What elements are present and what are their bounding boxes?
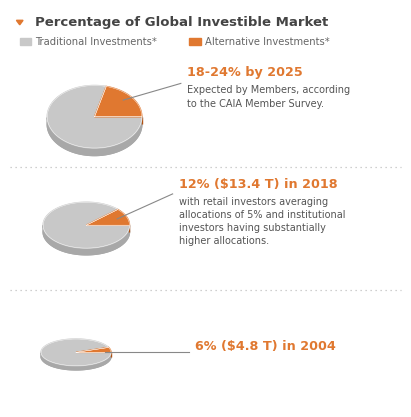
Polygon shape [95, 86, 142, 117]
Bar [20, 38, 31, 45]
Polygon shape [76, 347, 111, 352]
Text: 18-24% by 2025: 18-24% by 2025 [187, 66, 303, 80]
Text: 12% ($13.4 T) in 2018: 12% ($13.4 T) in 2018 [179, 178, 337, 191]
Bar [189, 38, 201, 45]
Text: with retail investors averaging
allocations of 5% and institutional
investors ha: with retail investors averaging allocati… [179, 197, 345, 246]
Polygon shape [86, 209, 129, 225]
Polygon shape [47, 85, 142, 148]
Polygon shape [41, 343, 111, 370]
Polygon shape [16, 20, 23, 25]
Polygon shape [47, 93, 142, 156]
Text: 6% ($4.8 T) in 2004: 6% ($4.8 T) in 2004 [195, 340, 336, 354]
Polygon shape [47, 117, 142, 156]
Text: Traditional Investments*: Traditional Investments* [35, 37, 157, 47]
Text: Expected by Members, according
to the CAIA Member Survey.: Expected by Members, according to the CA… [187, 85, 350, 109]
Polygon shape [43, 209, 129, 255]
Polygon shape [43, 225, 129, 255]
Text: Alternative Investments*: Alternative Investments* [205, 37, 330, 47]
Polygon shape [41, 339, 111, 366]
Text: Percentage of Global Investible Market: Percentage of Global Investible Market [35, 16, 328, 30]
Polygon shape [43, 202, 129, 248]
Polygon shape [41, 352, 111, 370]
